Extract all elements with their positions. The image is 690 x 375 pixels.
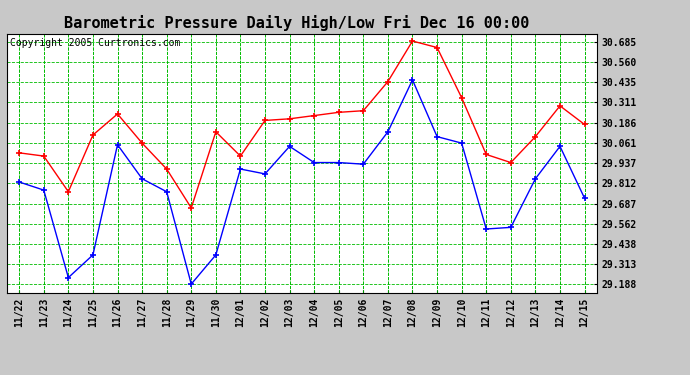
- Text: Barometric Pressure Daily High/Low Fri Dec 16 00:00: Barometric Pressure Daily High/Low Fri D…: [64, 15, 529, 31]
- Text: Copyright 2005 Curtronics.com: Copyright 2005 Curtronics.com: [10, 38, 180, 48]
